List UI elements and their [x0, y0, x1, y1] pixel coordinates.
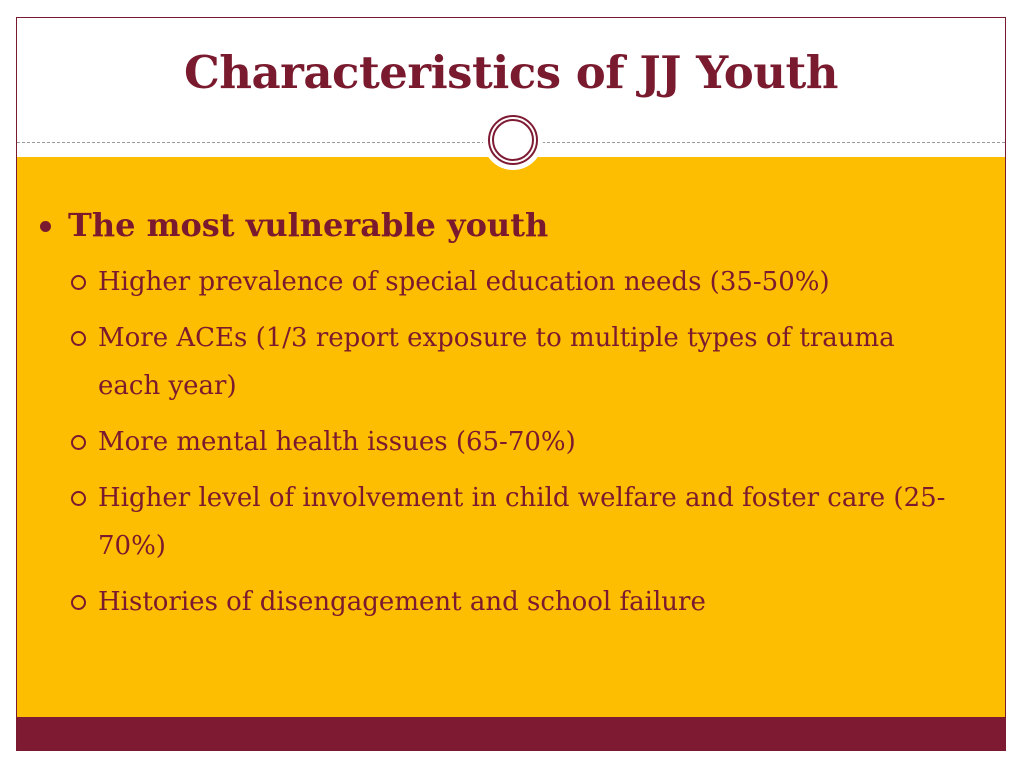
sub-bullet: More ACEs (1/3 report exposure to multip…	[36, 314, 958, 410]
sub-bullet-text: Histories of disengagement and school fa…	[98, 587, 706, 617]
sub-bullet-text: More ACEs (1/3 report exposure to multip…	[98, 323, 895, 401]
content-area	[17, 157, 1005, 717]
circle-ornament-icon	[483, 110, 543, 170]
slide-title: Characteristics of JJ Youth	[183, 46, 839, 99]
sub-bullet: Higher prevalence of special education n…	[36, 258, 958, 306]
main-bullet-text: The most vulnerable youth	[68, 206, 549, 244]
bullet-list: The most vulnerable youth Higher prevale…	[36, 200, 966, 634]
hollow-circle-bullet-icon	[71, 435, 86, 450]
hollow-circle-bullet-icon	[71, 275, 86, 290]
hollow-circle-bullet-icon	[71, 331, 86, 346]
sub-bullet-text: More mental health issues (65-70%)	[98, 427, 576, 457]
slide: Characteristics of JJ Youth	[16, 17, 1006, 751]
sub-bullet: Histories of disengagement and school fa…	[36, 578, 958, 626]
ornament-inner-ring	[492, 119, 534, 161]
hollow-circle-bullet-icon	[71, 491, 86, 506]
sub-bullet: Higher level of involvement in child wel…	[36, 474, 958, 570]
footer-bar	[17, 717, 1005, 750]
main-bullet: The most vulnerable youth	[36, 200, 966, 250]
sub-bullet-text: Higher prevalence of special education n…	[98, 267, 830, 297]
hollow-circle-bullet-icon	[71, 595, 86, 610]
bullet-dot-icon	[40, 221, 51, 232]
sub-bullet: More mental health issues (65-70%)	[36, 418, 958, 466]
sub-bullet-text: Higher level of involvement in child wel…	[98, 483, 946, 561]
sub-bullet-list: Higher prevalence of special education n…	[36, 258, 966, 626]
